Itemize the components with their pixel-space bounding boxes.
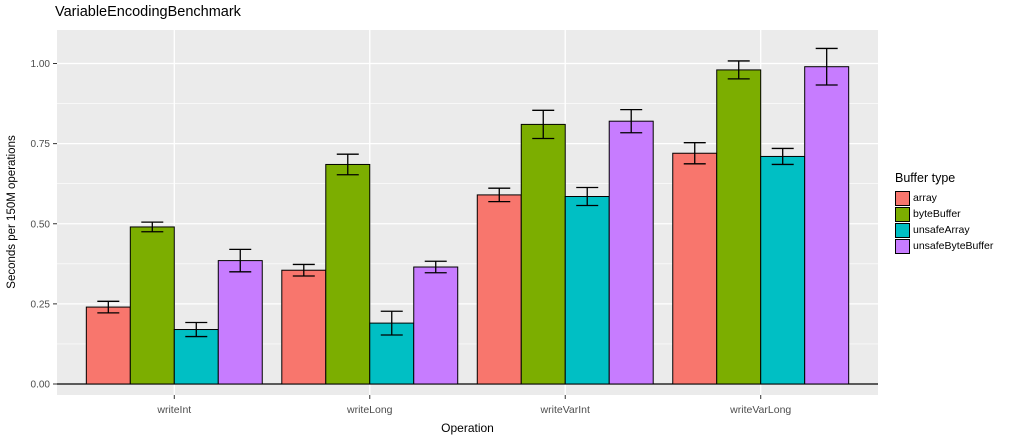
bar-byteBuffer-writeVarLong [716,69,762,385]
error-bar-unsafeByteBuffer-writeInt [229,248,252,273]
error-bar-array-writeLong [292,263,315,277]
error-bar-unsafeArray-writeLong [380,310,403,336]
bar-byteBuffer-writeVarInt [520,123,566,385]
error-bar-byteBuffer-writeVarLong [727,60,750,80]
error-bar-byteBuffer-writeVarInt [532,109,555,140]
bar-array-writeLong [281,269,327,385]
x-tick-label: writeVarInt [540,404,590,416]
bar-unsafeByteBuffer-writeVarInt [608,120,654,385]
error-bar-unsafeByteBuffer-writeVarInt [620,109,643,134]
legend: Buffer type array byteBuffer unsafeArray un… [895,171,1023,254]
error-bar-unsafeByteBuffer-writeVarLong [815,47,838,86]
bar-unsafeArray-writeVarInt [564,196,610,385]
error-bar-unsafeByteBuffer-writeLong [424,260,447,274]
error-bar-unsafeArray-writeVarLong [771,147,794,166]
error-bar-array-writeVarLong [683,142,706,165]
legend-item-label: byteBuffer [913,208,961,220]
legend-swatch-icon [895,206,910,222]
legend-item-array: array [895,190,1023,206]
bar-unsafeByteBuffer-writeInt [217,260,263,385]
y-tick-label: 1.00 [31,59,51,70]
legend-swatch-icon [895,238,910,254]
legend-item-unsafeArray: unsafeArray [895,222,1023,238]
bar-array-writeInt [85,306,131,385]
legend-swatch-icon [895,190,910,206]
y-axis-title: Seconds per 150M operations [6,135,18,289]
y-tick-label: 0.00 [31,380,51,391]
error-bar-byteBuffer-writeLong [336,153,359,176]
error-bar-array-writeInt [97,300,120,314]
legend-title: Buffer type [895,171,956,185]
x-axis-title: Operation [441,421,494,435]
bar-array-writeVarInt [476,194,522,385]
legend-item-label: unsafeArray [913,224,970,236]
bar-byteBuffer-writeLong [325,163,371,385]
x-tick-label: writeInt [156,404,191,416]
bar-unsafeByteBuffer-writeLong [413,266,459,385]
legend-items: array byteBuffer unsafeArray unsafeByteBuff… [895,190,1023,254]
bar-unsafeByteBuffer-writeVarLong [804,66,850,385]
legend-item-label: unsafeByteBuffer [913,240,994,252]
legend-item-unsafeByteBuffer: unsafeByteBuffer [895,238,1023,254]
legend-item-byteBuffer: byteBuffer [895,206,1023,222]
bar-array-writeVarLong [672,152,718,385]
bar-byteBuffer-writeInt [129,226,175,385]
legend-swatch-icon [895,222,910,238]
bar-unsafeArray-writeInt [173,329,219,385]
error-bar-unsafeArray-writeVarInt [576,186,599,207]
y-tick-label: 0.75 [31,139,51,150]
bar-unsafeArray-writeVarLong [760,155,806,385]
error-bar-array-writeVarInt [488,187,511,203]
error-bar-byteBuffer-writeInt [141,221,164,233]
x-tick-label: writeVarLong [729,404,791,416]
y-tick-label: 0.25 [31,299,51,310]
legend-item-label: array [913,192,937,204]
y-tick-label: 0.50 [31,219,51,230]
chart-title: VariableEncodingBenchmark [55,4,241,20]
x-tick-label: writeLong [346,404,393,416]
error-bar-unsafeArray-writeInt [185,321,208,338]
